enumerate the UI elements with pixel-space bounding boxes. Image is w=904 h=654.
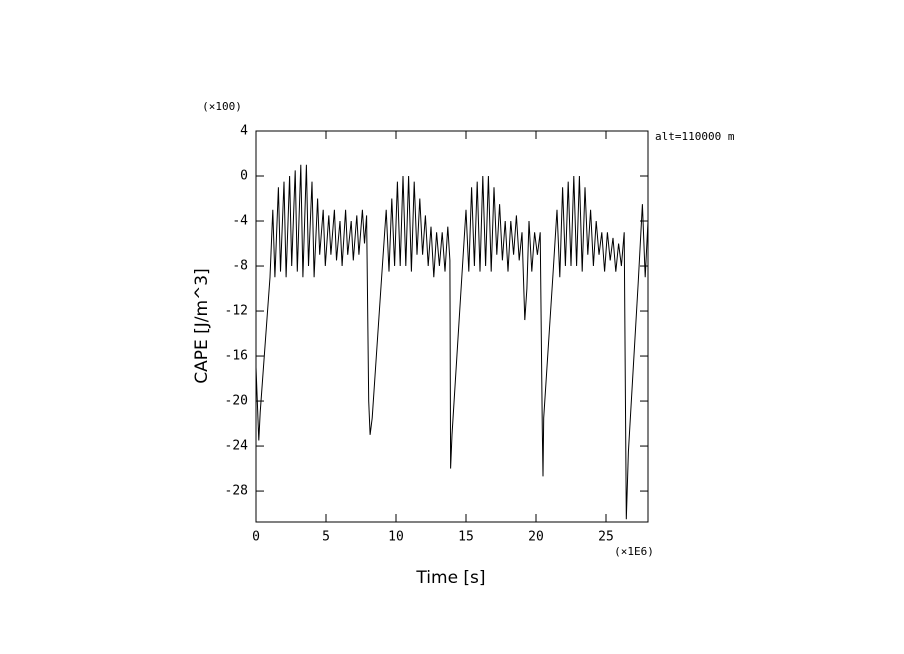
y-tick-label: -4 <box>232 214 248 229</box>
y-tick-label: 0 <box>240 169 248 184</box>
y-tick-label: -8 <box>232 259 248 274</box>
y-tick-label: 4 <box>240 124 248 139</box>
y-tick-label: -16 <box>225 349 248 364</box>
y-tick-label: -24 <box>225 439 249 454</box>
x-tick-label: 15 <box>458 530 474 545</box>
x-tick-label: 20 <box>528 530 544 545</box>
x-tick-label: 0 <box>252 530 260 545</box>
x-tick-label: 25 <box>598 530 614 545</box>
x-axis-label: Time [s] <box>415 568 485 588</box>
y-tick-label: -12 <box>225 304 248 319</box>
y-tick-label: -20 <box>225 394 248 409</box>
data-line <box>255 164 649 520</box>
plot-frame <box>255 130 649 523</box>
annotation: alt=110000 m <box>655 130 735 143</box>
y-multiplier: (×100) <box>202 100 242 113</box>
x-tick-label: 5 <box>322 530 330 545</box>
y-axis-label: CAPE [J/m^3] <box>192 268 212 384</box>
x-multiplier: (×1E6) <box>614 545 654 558</box>
x-tick-label: 10 <box>388 530 404 545</box>
y-tick-label: -28 <box>225 484 248 499</box>
